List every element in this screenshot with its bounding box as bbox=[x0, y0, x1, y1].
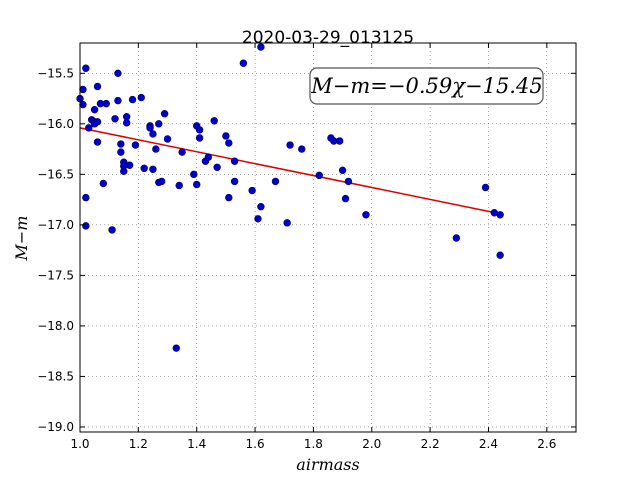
data-point bbox=[114, 96, 122, 105]
y-tick-label: −17.5 bbox=[37, 268, 74, 282]
data-point bbox=[213, 163, 221, 171]
data-point bbox=[117, 140, 125, 148]
data-point bbox=[225, 193, 233, 202]
data-point bbox=[131, 141, 140, 149]
y-tick-label: −18.5 bbox=[37, 369, 74, 383]
fit-equation: M−m=−0.59χ−15.45 bbox=[310, 74, 542, 98]
y-axis-label: M−m bbox=[12, 216, 31, 262]
data-point bbox=[79, 100, 87, 109]
x-tick-label: 2.0 bbox=[362, 437, 381, 451]
data-point bbox=[225, 139, 233, 147]
data-point bbox=[85, 124, 93, 132]
axis-ticks: 1.0 1.2 1.4 1.6 1.8 2.0 2.2 2.4 2.6 −15.5 −16.0 −16… bbox=[37, 43, 576, 451]
data-point bbox=[160, 110, 169, 118]
data-point bbox=[117, 148, 125, 156]
data-point bbox=[230, 157, 239, 165]
y-tick-label: −16.5 bbox=[37, 167, 74, 181]
data-point bbox=[163, 135, 172, 143]
x-tick-label: 1.8 bbox=[304, 437, 323, 451]
data-point bbox=[146, 124, 154, 132]
data-point bbox=[338, 166, 347, 175]
data-point bbox=[195, 126, 204, 134]
data-point bbox=[344, 177, 353, 186]
data-point bbox=[286, 141, 294, 149]
data-point bbox=[341, 194, 350, 203]
data-point bbox=[108, 226, 116, 234]
data-point bbox=[114, 69, 122, 78]
y-tick-label: −18.0 bbox=[37, 319, 74, 333]
y-tick-label: −19.0 bbox=[37, 420, 74, 434]
fit-line bbox=[79, 127, 501, 215]
data-point bbox=[190, 170, 198, 179]
x-tick-label: 1.6 bbox=[246, 437, 265, 451]
data-point bbox=[137, 93, 145, 102]
data-point bbox=[257, 202, 265, 211]
data-points bbox=[76, 43, 504, 352]
data-point bbox=[82, 222, 90, 230]
data-point bbox=[204, 153, 213, 161]
data-point bbox=[140, 164, 148, 172]
data-point bbox=[93, 138, 102, 146]
data-point bbox=[122, 119, 131, 127]
data-point bbox=[315, 171, 323, 180]
data-point bbox=[125, 161, 134, 169]
data-point bbox=[178, 148, 186, 156]
x-tick-label: 1.0 bbox=[70, 437, 89, 451]
data-point bbox=[222, 132, 230, 140]
data-point bbox=[93, 82, 102, 91]
data-point bbox=[99, 179, 108, 188]
data-point bbox=[271, 177, 280, 186]
data-point bbox=[254, 215, 262, 223]
data-point bbox=[111, 115, 119, 123]
fit-equation-box: M−m=−0.59χ−15.45 bbox=[309, 67, 544, 105]
fit-line-layer bbox=[79, 127, 501, 215]
x-tick-label: 2.2 bbox=[421, 437, 440, 451]
data-point bbox=[128, 95, 137, 104]
data-point bbox=[82, 193, 90, 202]
x-tick-label: 1.2 bbox=[129, 437, 148, 451]
data-point bbox=[175, 181, 183, 190]
x-tick-label: 2.4 bbox=[479, 437, 498, 451]
data-point bbox=[257, 43, 265, 51]
x-tick-label: 1.4 bbox=[187, 437, 206, 451]
x-axis-label: airmass bbox=[296, 455, 359, 474]
data-point bbox=[210, 117, 218, 125]
data-point bbox=[362, 211, 370, 219]
data-point bbox=[172, 344, 180, 352]
data-point bbox=[298, 145, 306, 153]
y-tick-label: −17.0 bbox=[37, 218, 74, 232]
data-point bbox=[149, 130, 157, 138]
data-point bbox=[248, 186, 256, 195]
data-point bbox=[481, 183, 490, 192]
data-point bbox=[90, 105, 99, 114]
x-tick-label: 2.6 bbox=[537, 437, 556, 451]
data-point bbox=[93, 118, 102, 126]
data-point bbox=[230, 177, 239, 186]
y-tick-label: −15.5 bbox=[37, 66, 74, 80]
data-point bbox=[496, 251, 504, 259]
data-point bbox=[102, 99, 110, 108]
data-point bbox=[452, 234, 461, 242]
data-point bbox=[120, 167, 128, 176]
data-point bbox=[496, 211, 504, 219]
data-point bbox=[79, 85, 87, 94]
data-point bbox=[239, 59, 248, 67]
y-tick-label: −16.0 bbox=[37, 117, 74, 131]
data-point bbox=[195, 134, 204, 142]
data-point bbox=[82, 64, 90, 72]
data-point bbox=[149, 165, 157, 173]
fit-equation-frame bbox=[309, 67, 544, 105]
data-point bbox=[155, 120, 163, 128]
data-point bbox=[152, 145, 160, 153]
plot-area bbox=[79, 42, 577, 433]
data-point bbox=[157, 177, 166, 186]
data-point bbox=[193, 180, 201, 189]
data-point bbox=[283, 219, 291, 227]
chart-title: 2020-03-29_013125 bbox=[242, 28, 414, 48]
data-point bbox=[335, 137, 344, 145]
